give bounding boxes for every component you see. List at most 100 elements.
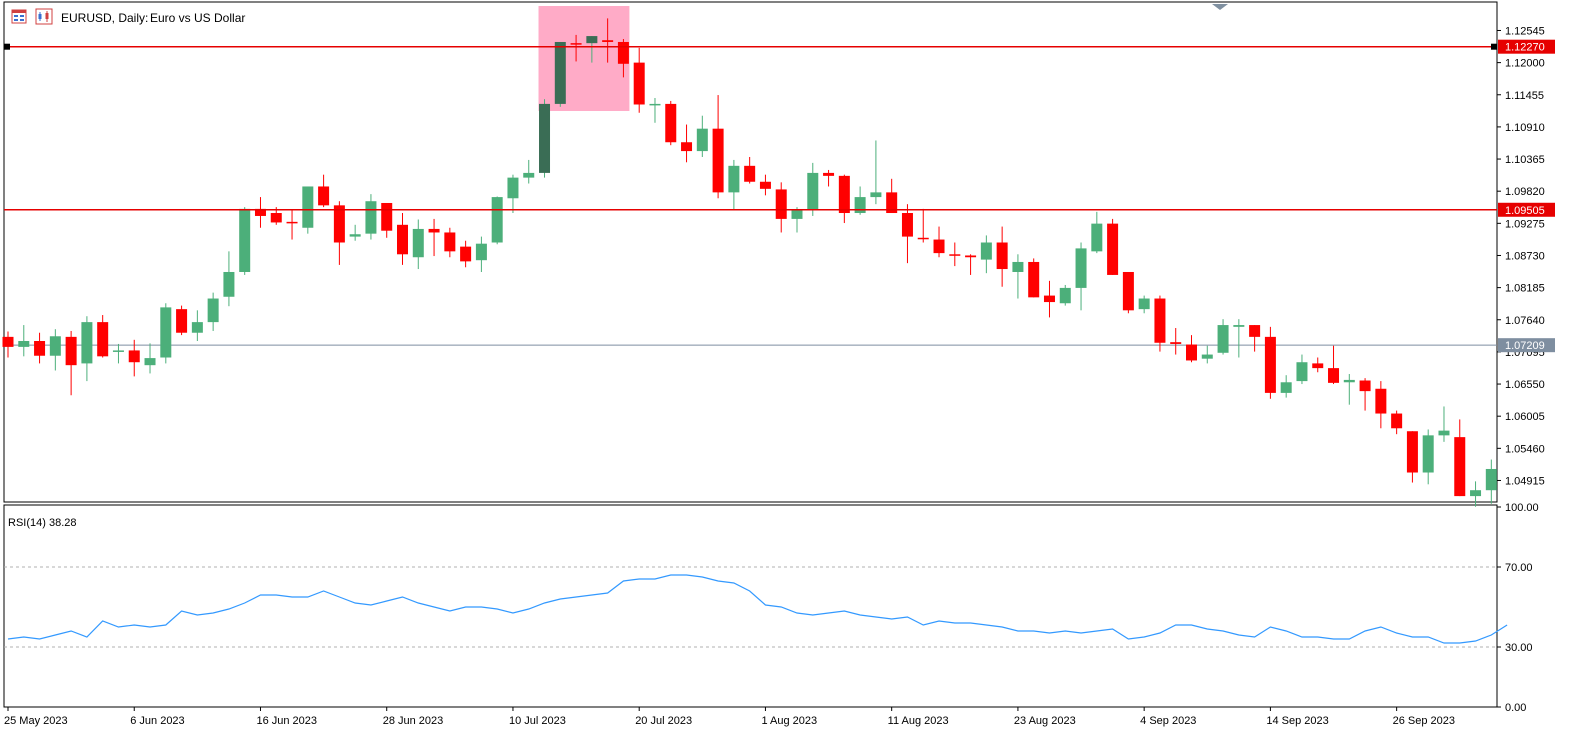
candle[interactable] bbox=[1233, 319, 1245, 358]
candle[interactable] bbox=[901, 204, 913, 264]
candle[interactable] bbox=[428, 218, 440, 257]
candle[interactable] bbox=[1249, 325, 1261, 352]
candle[interactable] bbox=[65, 330, 77, 396]
candle[interactable] bbox=[539, 99, 551, 178]
candle[interactable] bbox=[49, 329, 61, 371]
candle[interactable] bbox=[1264, 326, 1276, 399]
candlestick-chart-icon[interactable] bbox=[35, 8, 53, 25]
candle[interactable] bbox=[191, 310, 203, 341]
symbol-properties-icon[interactable] bbox=[11, 9, 27, 24]
candle[interactable] bbox=[917, 208, 929, 243]
candle[interactable] bbox=[1217, 319, 1229, 355]
candle[interactable] bbox=[617, 39, 629, 78]
candle[interactable] bbox=[507, 174, 519, 214]
candle[interactable] bbox=[823, 169, 835, 187]
candle[interactable] bbox=[1012, 254, 1024, 299]
candle[interactable] bbox=[807, 162, 819, 216]
candle[interactable] bbox=[933, 226, 945, 258]
candle[interactable] bbox=[34, 332, 46, 364]
candle[interactable] bbox=[602, 18, 614, 63]
candle[interactable] bbox=[1075, 242, 1087, 311]
candle[interactable] bbox=[696, 115, 708, 157]
candle[interactable] bbox=[1343, 374, 1355, 405]
candle[interactable] bbox=[491, 196, 503, 245]
candle[interactable] bbox=[759, 174, 771, 196]
line-anchor-handle[interactable] bbox=[4, 43, 10, 50]
candle[interactable] bbox=[554, 41, 566, 107]
candle[interactable] bbox=[207, 292, 219, 331]
candle[interactable] bbox=[665, 100, 677, 146]
candle[interactable] bbox=[397, 213, 408, 265]
candle[interactable] bbox=[1485, 459, 1497, 504]
candle[interactable] bbox=[1043, 280, 1055, 318]
candle[interactable] bbox=[949, 242, 961, 267]
candle[interactable] bbox=[365, 194, 377, 240]
candle[interactable] bbox=[965, 254, 977, 275]
candle[interactable] bbox=[1138, 295, 1150, 314]
price-pane[interactable] bbox=[2, 6, 1498, 507]
candle[interactable] bbox=[239, 207, 251, 275]
candle[interactable] bbox=[728, 159, 740, 211]
candle[interactable] bbox=[1375, 381, 1387, 429]
candle[interactable] bbox=[980, 235, 992, 274]
candle[interactable] bbox=[712, 95, 724, 199]
candle[interactable] bbox=[112, 343, 124, 364]
candle[interactable] bbox=[775, 182, 787, 233]
candle[interactable] bbox=[18, 325, 30, 357]
candle[interactable] bbox=[381, 202, 393, 238]
candle[interactable] bbox=[1186, 335, 1197, 363]
candle[interactable] bbox=[1280, 375, 1292, 398]
chart-shift-marker[interactable] bbox=[1212, 4, 1228, 10]
candle[interactable] bbox=[176, 305, 188, 336]
candle[interactable] bbox=[886, 178, 898, 214]
candle[interactable] bbox=[870, 140, 882, 205]
highlight-rectangle[interactable] bbox=[538, 6, 630, 111]
candle[interactable] bbox=[254, 197, 266, 228]
candle[interactable] bbox=[633, 47, 645, 113]
candle[interactable] bbox=[1454, 419, 1466, 497]
candle[interactable] bbox=[160, 303, 172, 364]
candle[interactable] bbox=[1359, 378, 1371, 411]
candle[interactable] bbox=[128, 339, 140, 377]
candle[interactable] bbox=[586, 36, 598, 63]
candle[interactable] bbox=[2, 331, 14, 358]
candle[interactable] bbox=[523, 159, 535, 184]
candle[interactable] bbox=[1107, 218, 1119, 275]
candle[interactable] bbox=[333, 201, 345, 265]
candle[interactable] bbox=[681, 124, 693, 163]
candle[interactable] bbox=[349, 224, 361, 241]
candle[interactable] bbox=[286, 210, 298, 240]
candle[interactable] bbox=[791, 207, 803, 233]
candle[interactable] bbox=[223, 251, 235, 307]
candle[interactable] bbox=[475, 236, 487, 272]
candle[interactable] bbox=[744, 156, 756, 184]
candle[interactable] bbox=[996, 226, 1008, 287]
candle[interactable] bbox=[1391, 410, 1403, 435]
candle[interactable] bbox=[1122, 271, 1134, 314]
candle[interactable] bbox=[1296, 354, 1308, 385]
rsi-pane[interactable] bbox=[4, 566, 1508, 648]
line-anchor-handle[interactable] bbox=[1491, 43, 1497, 50]
candle[interactable] bbox=[1028, 258, 1040, 298]
candle[interactable] bbox=[318, 174, 330, 208]
candle[interactable] bbox=[1091, 211, 1103, 254]
candle[interactable] bbox=[1312, 357, 1324, 373]
candle[interactable] bbox=[460, 240, 472, 268]
candle[interactable] bbox=[444, 227, 456, 258]
candle[interactable] bbox=[1201, 345, 1213, 364]
candle[interactable] bbox=[1470, 481, 1482, 507]
candle[interactable] bbox=[144, 343, 156, 374]
candle[interactable] bbox=[1406, 431, 1418, 483]
candle[interactable] bbox=[1059, 284, 1071, 306]
candle[interactable] bbox=[1170, 328, 1182, 355]
candle[interactable] bbox=[81, 316, 93, 382]
candle[interactable] bbox=[649, 98, 661, 123]
candle[interactable] bbox=[1422, 429, 1434, 485]
candle[interactable] bbox=[97, 315, 109, 358]
candle[interactable] bbox=[412, 219, 424, 270]
candle[interactable] bbox=[1328, 345, 1340, 385]
candle[interactable] bbox=[570, 34, 582, 62]
candle[interactable] bbox=[1154, 295, 1166, 352]
